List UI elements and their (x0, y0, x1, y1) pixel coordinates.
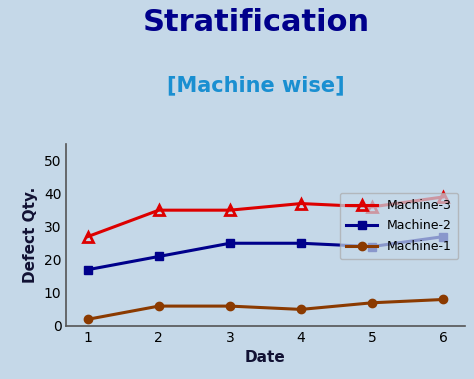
Text: Stratification: Stratification (142, 8, 370, 37)
Machine-2 (227, 241, 233, 246)
Y-axis label: Defect Qty.: Defect Qty. (23, 187, 38, 283)
Machine-1 (156, 304, 162, 309)
Machine-2 (440, 234, 446, 239)
Machine-1 (369, 301, 375, 305)
Machine-1 (227, 304, 233, 309)
Machine-3 (227, 208, 233, 213)
Legend: Machine-3, Machine-2, Machine-1: Machine-3, Machine-2, Machine-1 (340, 193, 458, 259)
Machine-2 (369, 244, 375, 249)
Machine-2 (298, 241, 304, 246)
Machine-3 (156, 208, 162, 213)
Machine-1 (298, 307, 304, 312)
Text: [Machine wise]: [Machine wise] (167, 76, 345, 96)
Line: Machine-3: Machine-3 (83, 192, 448, 241)
Machine-1 (440, 297, 446, 302)
Machine-3 (369, 205, 375, 209)
Machine-2 (156, 254, 162, 259)
Machine-1 (85, 317, 91, 322)
Line: Machine-1: Machine-1 (83, 295, 447, 324)
Machine-3 (298, 201, 304, 206)
Machine-3 (440, 195, 446, 199)
Line: Machine-2: Machine-2 (83, 232, 447, 274)
Machine-2 (85, 268, 91, 272)
Machine-3 (85, 234, 91, 239)
X-axis label: Date: Date (245, 350, 286, 365)
